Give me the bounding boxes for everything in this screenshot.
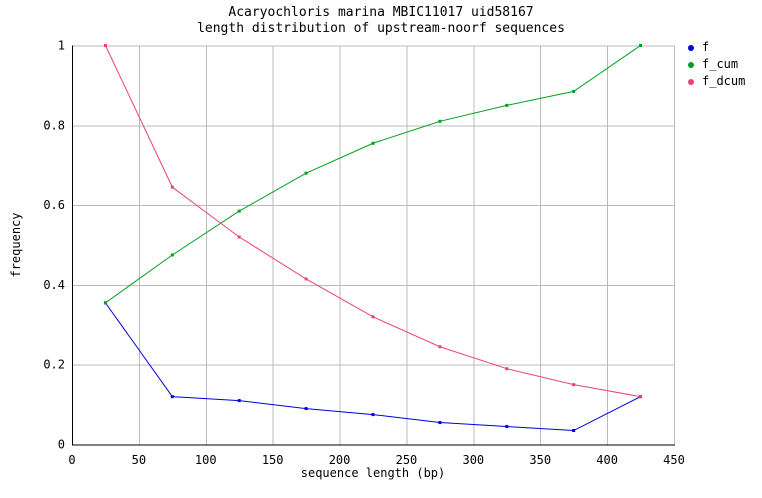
series-marker-f: [304, 407, 308, 411]
y-tick-label: 1: [58, 39, 65, 53]
legend-marker-icon: [688, 78, 694, 85]
legend-item-f: f: [688, 41, 745, 54]
legend-marker-icon: [688, 44, 694, 51]
x-axis-title: sequence length (bp): [300, 466, 446, 480]
y-tick-label: 0.6: [43, 198, 65, 212]
legend: f f_cum f_dcum: [688, 41, 745, 88]
series-marker-f_cum: [438, 119, 442, 123]
y-tick-label: 0: [58, 438, 65, 452]
x-tick-label: 350: [529, 453, 551, 467]
series-marker-f_dcum: [170, 185, 174, 189]
series-marker-f_dcum: [505, 367, 509, 371]
legend-item-f_dcum: f_dcum: [688, 75, 745, 88]
legend-item-f_cum: f_cum: [688, 58, 745, 71]
series-marker-f_dcum: [304, 277, 308, 281]
series-marker-f: [371, 413, 375, 417]
y-tick-label: 0.4: [43, 278, 65, 292]
series-marker-f_dcum: [639, 395, 643, 399]
x-tick-label: 250: [396, 453, 418, 467]
legend-label: f_dcum: [702, 74, 746, 88]
x-tick-label: 300: [462, 453, 484, 467]
series-marker-f_dcum: [438, 345, 442, 349]
series-marker-f_dcum: [371, 315, 375, 319]
series-marker-f_cum: [237, 209, 241, 213]
x-tick-label: 150: [262, 453, 284, 467]
x-tick-label: 100: [195, 453, 217, 467]
series-marker-f: [505, 425, 509, 429]
series-marker-f_dcum: [237, 235, 241, 239]
series-line-f_cum: [105, 45, 641, 304]
series-marker-f: [237, 399, 241, 403]
series-marker-f: [170, 395, 174, 399]
y-tick-label: 0.8: [43, 118, 65, 132]
x-tick-label: 450: [663, 453, 685, 467]
x-tick-label: 0: [68, 453, 75, 467]
chart-title: Acaryochloris marina MBIC11017 uid58167: [228, 5, 534, 20]
series-line-f: [105, 302, 641, 432]
y-axis-title: frequency: [9, 212, 23, 278]
series-marker-f_cum: [103, 301, 107, 305]
legend-marker-icon: [688, 61, 694, 68]
series-marker-f_cum: [371, 141, 375, 145]
series-marker-f: [572, 429, 576, 433]
series-marker-f_cum: [170, 253, 174, 257]
x-tick-label: 50: [132, 453, 146, 467]
legend-label: f: [702, 40, 710, 54]
series-line-f_dcum: [104, 45, 641, 398]
series-marker-f_dcum: [572, 383, 576, 387]
series-marker-f_dcum: [103, 44, 107, 47]
x-tick-label: 200: [329, 453, 351, 467]
series-marker-f_cum: [505, 103, 509, 107]
series-marker-f_cum: [639, 44, 643, 47]
series-marker-f: [438, 421, 442, 425]
y-tick-label: 0.2: [43, 358, 65, 372]
x-tick-label: 400: [596, 453, 618, 467]
series-marker-f_cum: [304, 171, 308, 175]
series-marker-f_cum: [572, 89, 576, 93]
legend-label: f_cum: [702, 57, 739, 71]
chart-subtitle: length distribution of upstream-noorf se…: [197, 21, 565, 36]
